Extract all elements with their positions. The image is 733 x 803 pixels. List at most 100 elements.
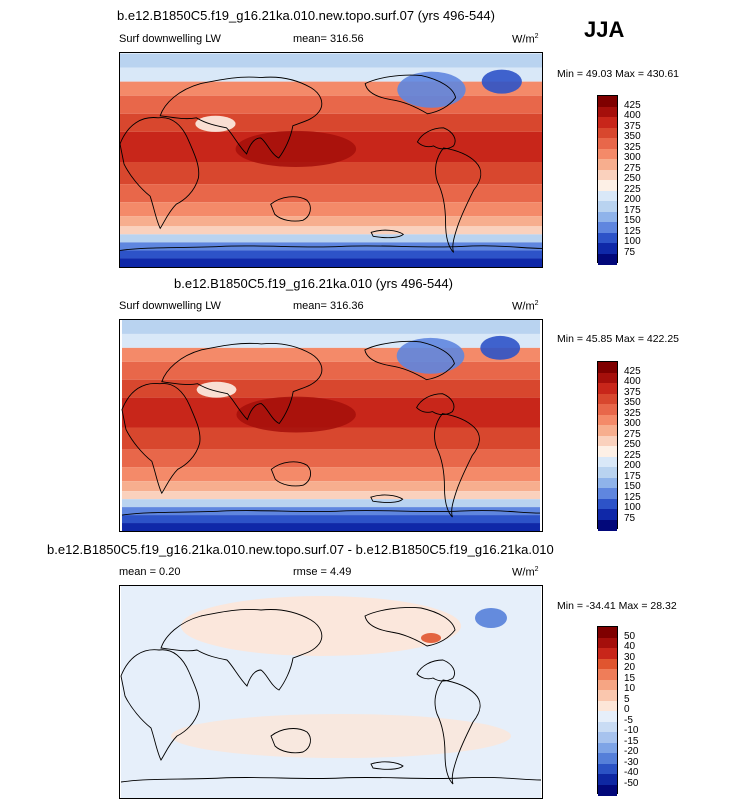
colorbar-tick-label: -10 bbox=[624, 725, 639, 736]
coastline bbox=[120, 776, 542, 783]
colorbar-tick-label: 40 bbox=[624, 641, 636, 652]
season-label: JJA bbox=[584, 17, 625, 42]
colorbar-swatch bbox=[598, 414, 617, 426]
panel2-units: W/m2 bbox=[512, 300, 539, 313]
colorbar-tick-label: 100 bbox=[624, 236, 641, 247]
colorbar-boxes bbox=[597, 626, 618, 796]
panel3-rmse: rmse = 4.49 bbox=[293, 566, 352, 578]
colorbar-swatch bbox=[598, 700, 617, 712]
colorbar-tick-label: 75 bbox=[624, 512, 636, 524]
colorbar-swatch bbox=[598, 211, 617, 223]
colorbar-tick-label: 150 bbox=[624, 481, 641, 492]
colorbar-swatch bbox=[598, 232, 617, 244]
colorbar-tick-label: 75 bbox=[624, 246, 636, 258]
colorbar-swatch bbox=[598, 519, 617, 531]
colorbar-swatch bbox=[598, 456, 617, 468]
colorbar-tick-label: 125 bbox=[624, 491, 641, 503]
colorbar-tick-label: 100 bbox=[624, 502, 641, 513]
field-band bbox=[121, 361, 541, 380]
colorbar-swatch bbox=[598, 742, 617, 754]
field-band bbox=[121, 523, 541, 531]
colorbar-swatch bbox=[598, 658, 617, 670]
colorbar-tick-label: -30 bbox=[624, 756, 639, 768]
colorbar-swatch bbox=[598, 669, 617, 680]
coastline bbox=[434, 679, 481, 785]
panel1-minmax: Min = 49.03 Max = 430.61 bbox=[557, 68, 679, 80]
field-band bbox=[120, 184, 542, 203]
coastline bbox=[270, 728, 311, 754]
coastline bbox=[160, 609, 323, 691]
colorbar-tick-label: 5 bbox=[624, 693, 630, 705]
coastline bbox=[370, 229, 405, 239]
field-band bbox=[121, 515, 541, 524]
warm-pool-patch bbox=[235, 130, 357, 168]
coastline bbox=[364, 340, 455, 381]
coastline bbox=[416, 659, 455, 682]
colorbar-tick-label: 125 bbox=[624, 225, 641, 237]
colorbar-tick-label: 325 bbox=[624, 141, 641, 153]
colorbar-tick-label: 200 bbox=[624, 460, 641, 471]
coastline bbox=[121, 510, 541, 516]
ice-sheet-patch bbox=[397, 71, 466, 108]
coastline bbox=[120, 245, 542, 251]
diff-warm-band bbox=[181, 596, 461, 656]
field-band bbox=[121, 467, 541, 482]
colorbar-tick-label: 300 bbox=[624, 418, 641, 429]
colorbar-swatch bbox=[598, 774, 617, 785]
field-band bbox=[120, 234, 542, 243]
tibet-cool-patch bbox=[195, 115, 236, 132]
ice-sheet-patch bbox=[396, 337, 465, 374]
colorbar-swatch bbox=[598, 627, 617, 638]
colorbar-tick-label: 350 bbox=[624, 131, 641, 142]
colorbar-swatch bbox=[598, 477, 617, 489]
colorbar-swatch bbox=[598, 393, 617, 405]
colorbar-swatch bbox=[598, 243, 617, 254]
colorbar-swatch bbox=[598, 690, 617, 701]
colorbar-tick-label: 250 bbox=[624, 173, 641, 184]
colorbar-tick-label: 400 bbox=[624, 110, 641, 121]
colorbar-swatch bbox=[598, 467, 617, 478]
panel1-title: b.e12.B1850C5.f19_g16.21ka.010.new.topo.… bbox=[117, 8, 495, 23]
field-band bbox=[120, 81, 542, 96]
colorbar-tick-label: 20 bbox=[624, 662, 636, 673]
colorbar-tick-label: 0 bbox=[624, 704, 630, 715]
colorbar-tick-label: 225 bbox=[624, 183, 641, 195]
coastline bbox=[120, 117, 200, 230]
coastline bbox=[416, 393, 455, 415]
colorbar-tick-label: 15 bbox=[624, 672, 636, 684]
colorbar-swatch bbox=[598, 784, 617, 796]
colorbar-swatch bbox=[598, 446, 617, 457]
colorbar-swatch bbox=[598, 169, 617, 181]
colorbar-swatch bbox=[598, 190, 617, 202]
panel1-map bbox=[119, 52, 543, 268]
colorbar-tick-label: 175 bbox=[624, 470, 641, 482]
colorbar-swatch bbox=[598, 222, 617, 233]
diff-south-band bbox=[171, 714, 511, 758]
colorbar-tick-label: 300 bbox=[624, 152, 641, 163]
colorbar-tick-label: -40 bbox=[624, 767, 639, 778]
colorbar-swatch bbox=[598, 498, 617, 510]
coastline bbox=[364, 607, 456, 647]
colorbar-tick-label: -15 bbox=[624, 735, 639, 747]
diff-cool-patch bbox=[475, 608, 507, 628]
field-band bbox=[121, 449, 541, 468]
colorbar-swatch bbox=[598, 372, 617, 384]
colorbar-tick-label: 275 bbox=[624, 162, 641, 174]
field-band bbox=[120, 258, 542, 267]
colorbar-tick-label: 250 bbox=[624, 439, 641, 450]
colorbar-swatch bbox=[598, 148, 617, 160]
field-band bbox=[120, 67, 542, 82]
field-band bbox=[120, 250, 542, 259]
field-band bbox=[120, 202, 542, 217]
coastline bbox=[364, 74, 457, 115]
colorbar-tick-label: 375 bbox=[624, 120, 641, 132]
coastline bbox=[270, 196, 311, 222]
colorbar-boxes bbox=[597, 361, 618, 531]
panel3-title: b.e12.B1850C5.f19_g16.21ka.010.new.topo.… bbox=[47, 542, 554, 557]
colorbar-tick-label: 175 bbox=[624, 204, 641, 216]
panel1-variable: Surf downwelling LW bbox=[119, 33, 221, 45]
colorbar-tick-label: -5 bbox=[624, 714, 633, 726]
coastline bbox=[270, 461, 312, 487]
panel2-map bbox=[119, 319, 543, 532]
colorbar-swatch bbox=[598, 488, 617, 499]
